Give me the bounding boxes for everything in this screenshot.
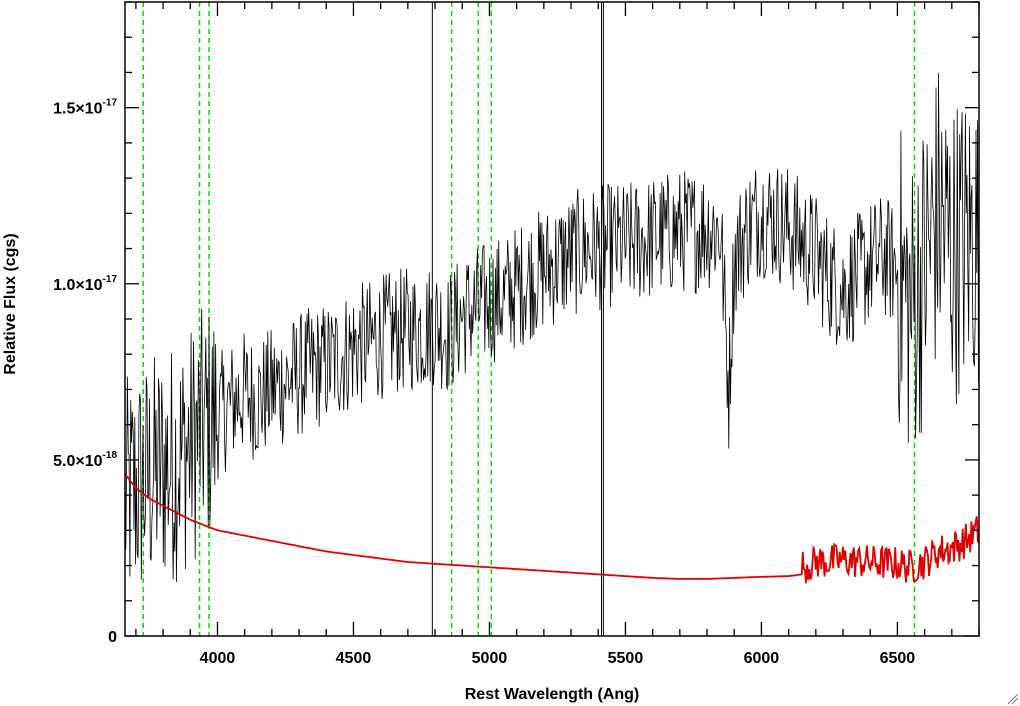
y-tick-exponent: -18 (103, 450, 118, 461)
y-tick-exponent: -17 (103, 274, 118, 285)
observed-spectrum-line (125, 72, 979, 583)
y-tick-mantissa: 1.0×10 (53, 277, 102, 294)
x-tick-label: 6500 (880, 650, 916, 667)
y-tick-mantissa: 0 (108, 629, 117, 646)
y-tick-label: 1.0×10-17 (53, 274, 117, 294)
x-tick-label: 4000 (200, 650, 236, 667)
y-tick-label: 5.0×10-18 (53, 450, 117, 470)
y-tick-exponent: -17 (103, 98, 118, 109)
x-tick-label: 6000 (744, 650, 780, 667)
y-tick-label: 0 (108, 629, 117, 646)
x-axis-label: Rest Wavelength (Ang) (465, 686, 640, 703)
y-tick-label: 1.5×10-17 (53, 98, 117, 118)
x-tick-label: 5000 (472, 650, 508, 667)
axis-ticks (125, 1, 980, 637)
series-layer (125, 72, 979, 584)
y-tick-mantissa: 1.5×10 (53, 101, 102, 118)
resize-grip-icon[interactable] (1006, 692, 1018, 704)
x-tick-label: 5500 (608, 650, 644, 667)
x-tick-label: 4500 (336, 650, 372, 667)
y-tick-mantissa: 5.0×10 (53, 453, 102, 470)
reference-lines (142, 2, 916, 636)
tick-labels: 4000 4500 5000 5500 6000 6500 0 5.0×10-18 1.0×10… (53, 98, 915, 667)
model-spectrum-line (125, 473, 979, 584)
plot-frame (124, 1, 980, 637)
y-axis-label: Relative Flux (cgs) (2, 233, 19, 374)
